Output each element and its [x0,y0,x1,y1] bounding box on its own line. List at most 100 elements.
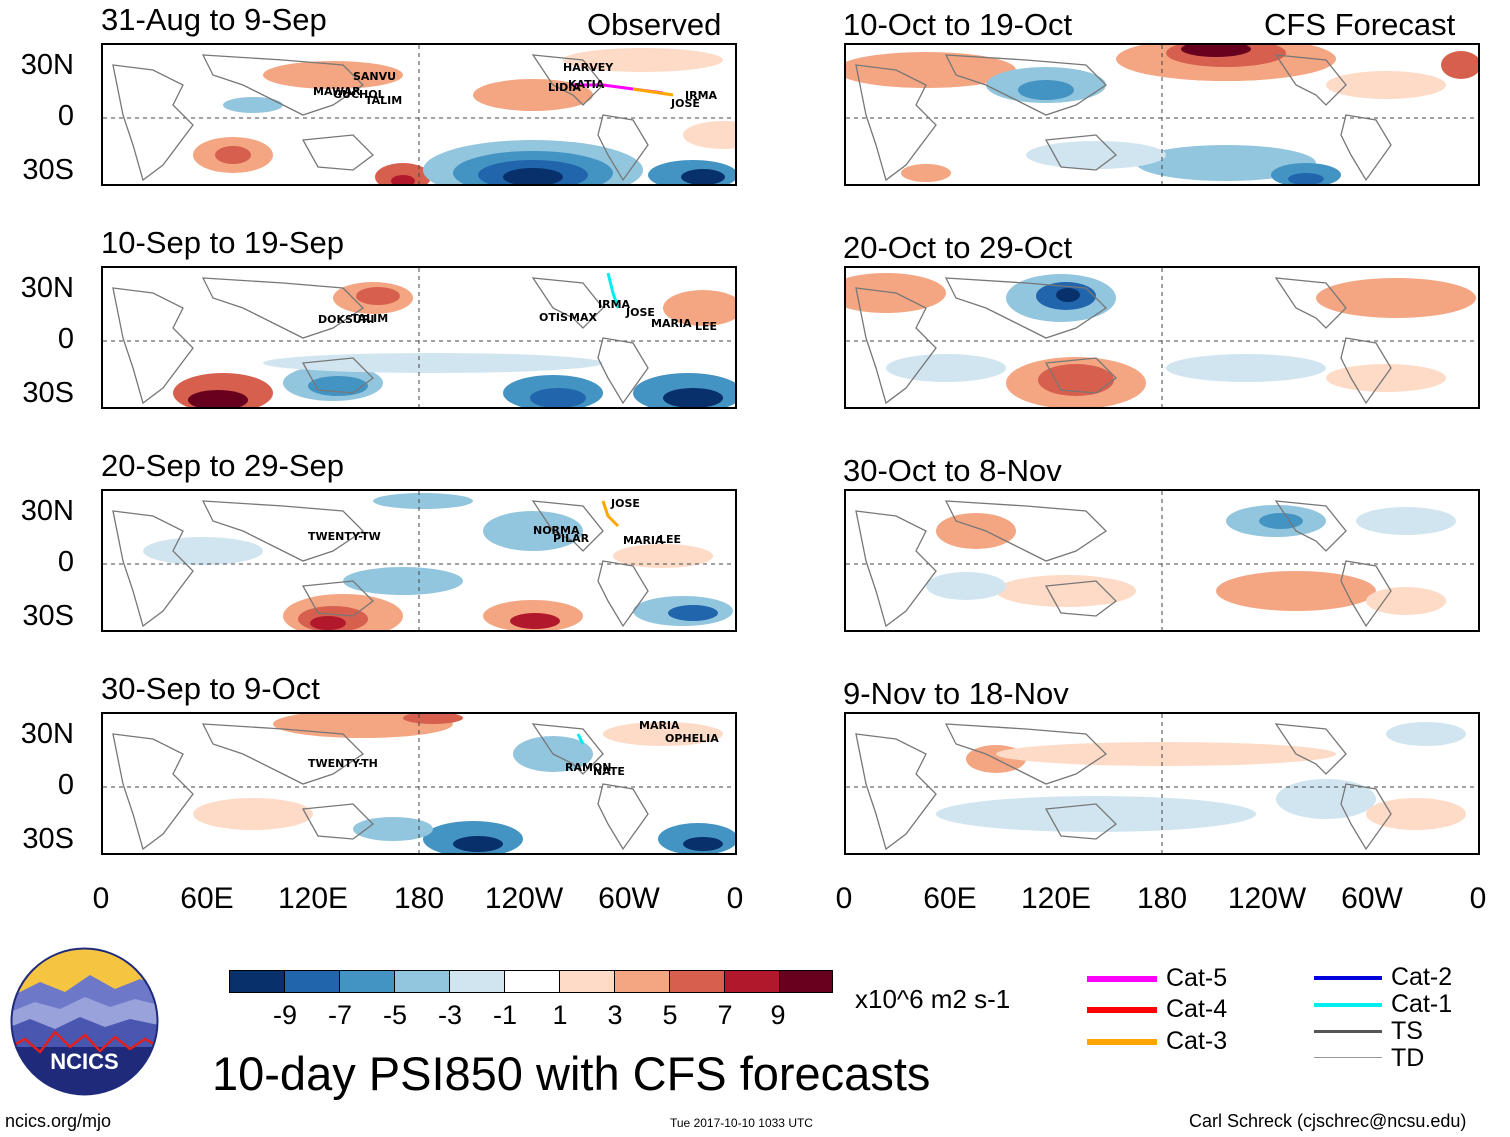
xlabel-180: 180 [393,882,445,915]
storm-label: MAWAR [313,85,361,98]
storm-label: MARIA [651,317,692,330]
ylabel-30n: 30N [20,272,74,304]
colorbar-label: -9 [272,1000,297,1030]
colorbar-swatch [614,970,670,993]
panel-title-3: 20-Sep to 29-Sep [101,448,345,483]
legend-swatch-td [1314,1057,1382,1058]
legend-label-td: TD [1391,1044,1425,1072]
legend-label-cat1: Cat-1 [1391,990,1453,1018]
storm-label: HARVEY [563,61,614,74]
legend-label-cat2: Cat-2 [1391,963,1453,991]
colorbar-label: -3 [437,1000,462,1030]
legend-swatch-cat1 [1314,1003,1382,1007]
footer-author: Carl Schreck (cjschrec@ncsu.edu) [1189,1111,1467,1131]
observed-label: Observed [587,7,722,42]
storm-label: TWENTY-TH [308,757,378,770]
colorbar-units: x10^6 m2 s-1 [855,984,1011,1014]
xlabel-120w: 120W [1227,882,1307,915]
xlabel-0: 0 [92,882,110,915]
xlabel-60w: 60W [1341,882,1403,915]
panel-title-7: 30-Oct to 8-Nov [843,453,1062,488]
colorbar-label: -5 [382,1000,407,1030]
storm-label: LEE [695,320,717,333]
colorbar-label: -1 [492,1000,517,1030]
storm-label: TALIM [351,312,388,325]
colorbar-swatch [504,970,560,993]
legend-swatch-cat3 [1087,1039,1157,1045]
colorbar-swatch [394,970,450,993]
xlabel-120w: 120W [484,882,564,915]
xlabel-120e: 120E [277,882,349,915]
map-panel-4: TWENTY-TH RAMON NATE MARIA OPHELIA [101,712,737,855]
map-panel-8 [844,712,1480,855]
map-panel-6 [844,266,1480,409]
panel-title-4: 30-Sep to 9-Oct [101,671,320,706]
colorbar-swatch [284,970,340,993]
xlabel-0-right: 0 [1469,882,1487,915]
colorbar-swatch [669,970,725,993]
footer-url[interactable]: ncics.org/mjo [5,1111,112,1131]
panel-title-8: 9-Nov to 18-Nov [843,676,1069,711]
xlabel-60w: 60W [598,882,660,915]
xlabel-60e: 60E [923,882,977,915]
colorbar-label: 1 [552,1000,568,1030]
colorbar-label: 7 [717,1000,733,1030]
legend-label-cat4: Cat-4 [1166,995,1228,1023]
ylabel-30n: 30N [20,495,74,527]
footer-timestamp: Tue 2017-10-10 1033 UTC [670,1116,813,1130]
colorbar-label: -7 [327,1000,352,1030]
legend-swatch-ts [1314,1030,1382,1033]
colorbar-swatch [229,970,285,993]
storm-label: TALIM [365,94,402,107]
forecast-label: CFS Forecast [1264,7,1456,42]
storm-label: IRMA [685,89,718,102]
storm-label: JOSE [670,97,700,110]
map-panel-7 [844,489,1480,632]
legend-label-cat3: Cat-3 [1166,1027,1228,1055]
ylabel-eq: 0 [57,323,74,355]
colorbar-label: 5 [662,1000,678,1030]
storm-label: DOKSURI [318,313,374,326]
storm-label: MAX [569,311,597,324]
legend-label-cat5: Cat-5 [1166,964,1228,992]
storm-label: MARIA [639,719,680,732]
ylabel-30s: 30S [22,154,74,186]
storm-label: PILAR [553,532,590,545]
storm-label: RAMON [565,761,612,774]
legend-swatch-cat2 [1314,976,1382,980]
xlabel-60e: 60E [180,882,234,915]
ylabel-30s: 30S [22,600,74,632]
storm-label: GUCHOL [333,88,385,101]
map-panel-5 [844,43,1480,186]
panel-title-5: 10-Oct to 19-Oct [843,7,1073,42]
colorbar-swatch [724,970,780,993]
storm-label: TWENTY-TW [308,530,381,543]
colorbar-label: 3 [607,1000,623,1030]
storm-label: NORMA [533,524,580,537]
ncics-logo: NCICS [10,947,159,1096]
ylabel-30s: 30S [22,377,74,409]
xlabel-0-right: 0 [726,882,744,915]
ylabel-eq: 0 [57,769,74,801]
colorbar-swatch [339,970,395,993]
storm-label: SANVU [353,70,396,83]
ylabel-30s: 30S [22,823,74,855]
storm-label: NATE [593,765,625,778]
xlabel-120e: 120E [1020,882,1092,915]
storm-label: OTIS [539,311,568,324]
xlabel-0: 0 [835,882,853,915]
legend-swatch-cat4 [1087,1007,1157,1013]
map-panel-3: TWENTY-TW NORMA PILAR JOSE MARIA LEE [101,489,737,632]
storm-label: OPHELIA [665,732,719,745]
storm-label: KATIA [568,78,605,91]
ylabel-eq: 0 [57,546,74,578]
ylabel-eq: 0 [57,100,74,132]
map-panel-2: DOKSURI TALIM OTIS MAX IRMA JOSE MARIA L… [101,266,737,409]
ylabel-30n: 30N [20,718,74,750]
panel-title-1: 31-Aug to 9-Sep [101,2,327,37]
storm-label: JOSE [625,306,655,319]
legend-label-ts: TS [1391,1017,1423,1045]
storm-label: JOSE [610,497,640,510]
panel-title-6: 20-Oct to 29-Oct [843,230,1073,265]
storm-label: IRMA [598,298,631,311]
